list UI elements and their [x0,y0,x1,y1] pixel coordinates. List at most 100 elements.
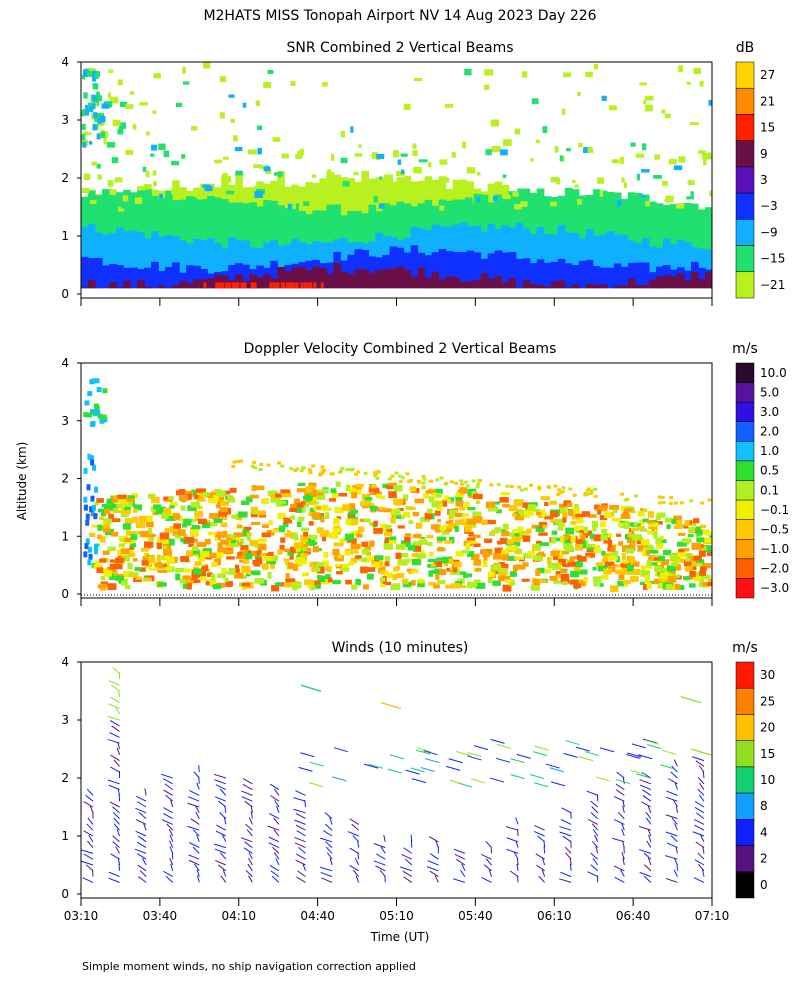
snr-cell [354,153,363,157]
wind-barb [250,811,253,819]
wind-barb [534,745,549,751]
doppler-cell [597,565,607,572]
doppler-cell [662,549,672,556]
doppler-cell [179,578,186,584]
doppler-cell [366,573,374,580]
snr-cell [326,169,331,176]
doppler-cell [120,497,126,502]
wind-barb [639,779,652,785]
wind-barb [138,876,147,883]
doppler-cell [660,539,667,544]
colorbar-swatch [735,401,755,422]
doppler-cell [599,515,608,521]
doppler-cell [648,549,659,554]
doppler-cell [435,574,440,580]
doppler-cell [683,552,693,557]
snr-cell [231,282,235,289]
snr-cell [620,285,629,289]
doppler-cell [569,579,579,585]
doppler-cell [93,403,99,409]
doppler-cell [280,464,285,468]
snr-cell [88,67,96,75]
wind-barb [165,794,174,802]
doppler-cell [145,521,154,528]
doppler-cell [305,494,312,502]
doppler-cell [399,552,409,558]
wind-barb [666,842,678,849]
doppler-cell [99,516,104,521]
doppler-cell [85,513,90,520]
snr-cell [122,195,129,202]
doppler-cell [178,495,188,502]
wind-barb [109,801,120,808]
snr-cell [452,277,461,289]
doppler-cell [562,517,567,523]
wind-barb [107,779,120,785]
wind-barb [320,837,333,843]
doppler-cell [453,561,462,568]
wind-barb [349,818,359,825]
doppler-cell [205,581,210,586]
snr-cell [536,259,545,289]
wind-barb [644,739,660,745]
snr-cell [256,125,263,131]
doppler-cell [312,580,321,587]
wind-barb [587,871,598,878]
snr-cell [87,102,92,109]
doppler-cell [360,566,368,574]
wind-barb [308,782,324,788]
wind-barb [401,853,412,860]
doppler-cell [472,493,483,500]
doppler-cell [400,476,405,480]
colorbar-swatch [735,61,755,89]
snr-cell [655,203,664,289]
doppler-cell [93,543,98,550]
doppler-cell [118,578,124,584]
snr-cell [543,286,552,289]
snr-cell [186,283,194,289]
doppler-cell [436,557,443,561]
snr-cell [564,287,573,289]
snr-cell [444,103,454,108]
doppler-cell [384,556,391,562]
doppler-cell [111,531,119,537]
doppler-cell [511,536,521,543]
wind-barb [329,857,333,866]
snr-cell [361,249,370,289]
wind-barb [215,859,227,866]
wind-barb [373,860,386,866]
doppler-cell [393,484,403,492]
snr-cell [683,280,692,289]
doppler-cell [142,577,152,582]
doppler-cell [434,526,442,533]
snr-cell [342,193,349,200]
doppler-cell [276,461,281,465]
doppler-cell [168,512,178,516]
snr-cell [149,153,155,157]
doppler-cell [693,576,703,582]
snr-cell [704,207,712,289]
wind-barb [698,864,705,872]
wind-barb [673,869,678,877]
snr-cell [319,267,327,289]
doppler-cell [471,479,476,483]
snr-cell [501,282,510,289]
doppler-cell [488,531,496,536]
wind-barb [590,852,599,860]
y-tick-label: 1 [61,529,69,543]
doppler-cell [455,502,464,507]
doppler-cell [454,481,459,485]
snr-cell [285,282,289,289]
wind-barb [294,819,306,825]
doppler-cell [410,569,419,574]
doppler-cell [410,486,416,491]
wind-barb [293,808,306,814]
doppler-cell [576,560,583,568]
wind-barb [189,842,200,849]
doppler-cell [109,563,117,570]
wind-barb [295,813,306,820]
doppler-cell [336,516,342,520]
doppler-cell [472,516,483,524]
doppler-cell [379,560,384,568]
snr-cell [186,265,194,289]
